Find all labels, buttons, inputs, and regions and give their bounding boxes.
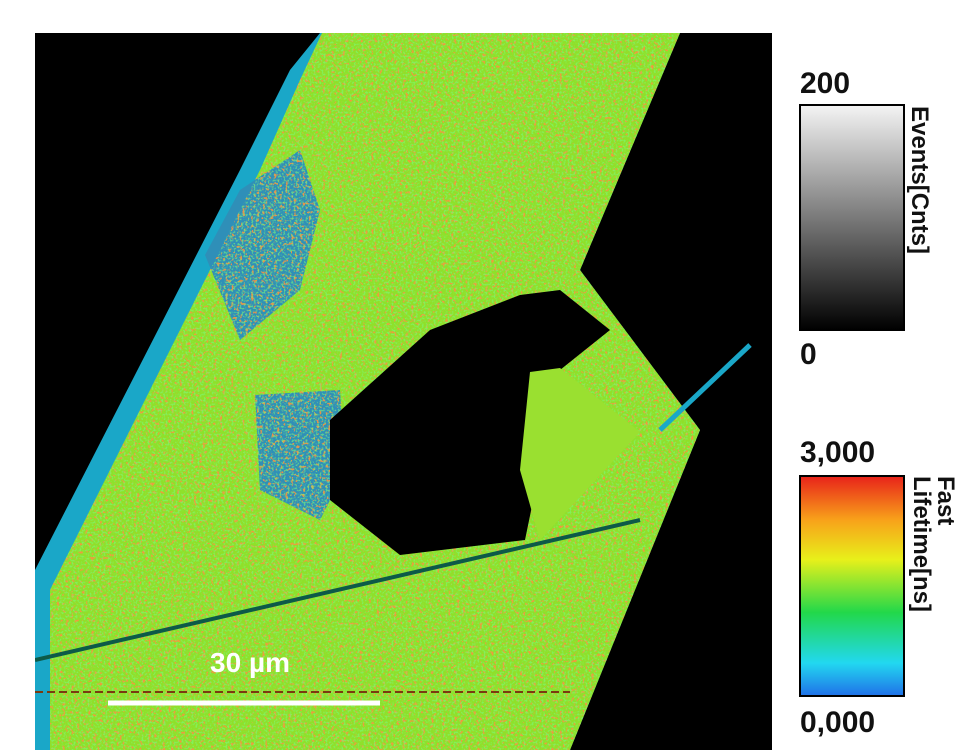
flim-image: 30 µm <box>35 33 772 750</box>
screen: 30 µm 200 0 Events[Cnts] 3,000 0,000 Fas… <box>0 0 978 750</box>
lifetime-colorbar <box>800 476 904 696</box>
lifetime-label-2: Lifetime[ns] <box>908 476 935 612</box>
lifetime-max: 3,000 <box>800 436 875 469</box>
page: 30 µm 200 0 Events[Cnts] 3,000 0,000 Fas… <box>0 0 978 750</box>
lifetime-min: 0,000 <box>800 706 875 739</box>
lifetime-label-1: Fast <box>932 476 959 525</box>
intensity-colorbar <box>800 105 904 330</box>
intensity-min: 0 <box>800 338 817 371</box>
intensity-max: 200 <box>800 67 850 100</box>
intensity-label: Events[Cnts] <box>906 106 933 254</box>
scale-bar-label: 30 µm <box>210 647 290 678</box>
